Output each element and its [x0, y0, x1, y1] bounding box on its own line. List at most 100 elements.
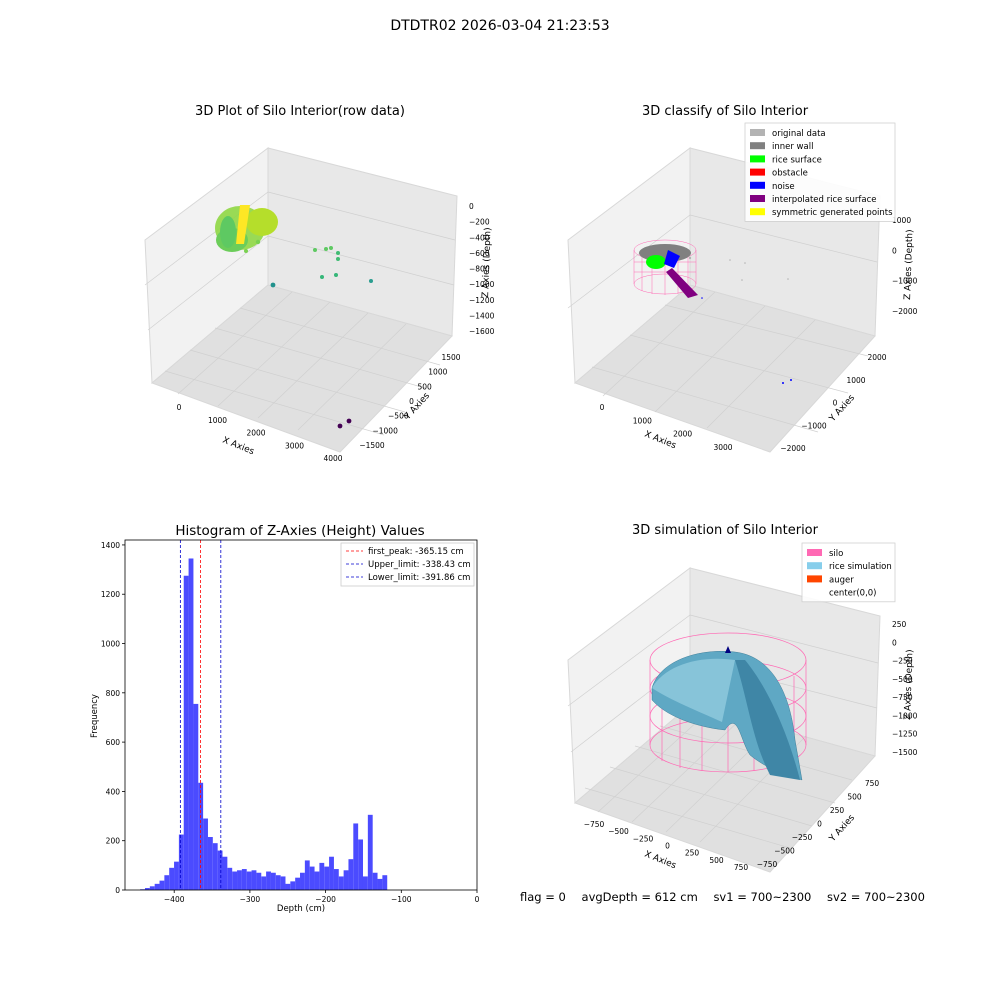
- histogram-bar: [149, 886, 155, 890]
- plot2-grid: [567, 214, 878, 433]
- plot2-legend-swatch: [750, 129, 765, 136]
- plot1-y-tick-label: 0: [409, 397, 414, 406]
- plot2-z-ticks: 1000 0 −1000 −2000: [892, 216, 918, 316]
- plot4-y-tick-label: −750: [757, 860, 778, 869]
- plot4-z-tick-label: 250: [892, 620, 907, 629]
- plot1-z-tick-label: −1400: [469, 311, 495, 320]
- figure-title: DTDTR02 2026-03-04 21:23:53: [390, 18, 610, 34]
- x-tick-label: −300: [240, 895, 261, 904]
- plot1-zlabel: Z Axies (Depth): [481, 227, 493, 298]
- plot2-z-tick-label: 0: [892, 246, 897, 255]
- plot2-legend-swatch: [750, 208, 765, 216]
- x-tick-label: 0: [475, 895, 480, 904]
- plot3-legend-label: Upper_limit: -338.43 cm: [368, 560, 471, 570]
- plot4-y-tick-label: −250: [792, 833, 813, 842]
- histogram-bar: [232, 871, 238, 890]
- plot3-legend: first_peak: -365.15 cm Upper_limit: -338.…: [340, 542, 475, 587]
- histogram-bar: [169, 867, 175, 890]
- plot2-legend-label: noise: [772, 182, 795, 192]
- histogram-bar: [227, 867, 233, 890]
- plot3-xlabel: Depth (cm): [277, 904, 325, 914]
- plot4-legend-label: center(0,0): [829, 589, 877, 599]
- histogram-bar: [367, 814, 373, 890]
- plot2-z-tick-label: −2000: [892, 307, 918, 316]
- histogram-bar: [372, 872, 378, 890]
- plot3-legend-label: Lower_limit: -391.86 cm: [368, 573, 470, 583]
- histogram-bar: [266, 871, 271, 890]
- x-tick-label: −100: [391, 895, 412, 904]
- plot4-ylabel: Y Axies: [827, 813, 857, 845]
- histogram-bar: [174, 861, 179, 890]
- x-tick-label: −400: [164, 895, 185, 904]
- plot4-x-tick-label: −500: [608, 827, 629, 836]
- histogram-bar: [188, 558, 194, 890]
- y-tick-label: 600: [106, 738, 121, 747]
- plot4-legend: silo rice simulation auger center(0,0): [801, 542, 896, 603]
- plot4-z-ticks: 250 0 −250 −500 −750 −1000 −1250 −1500: [892, 620, 918, 757]
- plot4-z-tick-label: −750: [892, 693, 913, 702]
- plot4-x-tick-label: 250: [685, 849, 700, 858]
- plot2-legend-swatch: [750, 168, 765, 176]
- plot2-y-tick-label: 2000: [867, 353, 886, 362]
- histogram-bar: [285, 883, 291, 890]
- histogram-bar: [348, 859, 354, 890]
- histogram-bar: [295, 877, 301, 890]
- plot4-z-tick-label: −1250: [892, 730, 918, 739]
- plot1-grid: [144, 191, 456, 436]
- plot4-legend-swatch: [807, 562, 822, 570]
- plot2-y-tick-label: 0: [833, 399, 838, 408]
- plot1-x-tick-label: 0: [177, 403, 182, 412]
- plot4-title: 3D simulation of Silo Interior: [632, 523, 818, 538]
- histogram-bar: [159, 880, 165, 890]
- plot4-legend-label: rice simulation: [829, 562, 892, 572]
- plot4-z-tick-label: −1000: [892, 711, 918, 720]
- y-tick-label: 800: [106, 689, 121, 698]
- plot2-classified-points: [639, 244, 792, 384]
- histogram-bar: [217, 850, 223, 890]
- plot1-y-tick-label: 1000: [428, 368, 447, 377]
- histogram-bar: [329, 856, 334, 890]
- plot3-y-ticks: 0 200 400 600 800 1000 1200 1400: [101, 541, 125, 895]
- plot1-z-tick-label: −1200: [469, 296, 495, 305]
- plot4-rice-surface: [651, 651, 803, 781]
- plot2-legend-swatch: [750, 181, 765, 189]
- plot1-z-tick-label: −400: [469, 233, 490, 242]
- plot2-x-tick-label: 2000: [673, 430, 692, 439]
- histogram-bar: [164, 875, 170, 890]
- y-tick-label: 0: [115, 886, 120, 895]
- sv2-text: sv2 = 700~2300: [827, 890, 925, 904]
- plot2-z-tick-label: −1000: [892, 277, 918, 286]
- plot1-z-tick-label: −800: [469, 265, 490, 274]
- y-tick-label: 1000: [101, 640, 120, 649]
- plot2-legend-frame: [744, 122, 896, 222]
- plot4-x-tick-label: −250: [633, 834, 654, 843]
- plot3-ylabel: Frequency: [90, 694, 100, 738]
- plot1-z-tick-label: −1000: [469, 280, 495, 289]
- histogram-bar: [338, 876, 344, 890]
- plot4-z-tick-label: −500: [892, 675, 913, 684]
- histogram-bar: [343, 870, 349, 890]
- histogram-bar: [377, 878, 383, 890]
- plot1-y-tick-label: 1500: [441, 353, 460, 362]
- histogram-bar: [270, 872, 276, 890]
- plot1-x-ticks: 0 1000 2000 3000 4000: [177, 403, 343, 463]
- plot2-legend-label: original data: [772, 129, 826, 139]
- plot4-z-tick-label: −250: [892, 657, 913, 666]
- plot1-floor-pane: [151, 284, 453, 453]
- histogram-bar: [300, 872, 305, 890]
- histogram-bar: [362, 876, 368, 890]
- plot2-y-tick-label: 1000: [846, 376, 865, 385]
- histogram-bar: [241, 869, 247, 890]
- plot4-z-tick-label: −1500: [892, 748, 918, 757]
- histogram-bar: [237, 870, 242, 890]
- y-tick-label: 1200: [101, 590, 120, 599]
- plot1-z-tick-label: 0: [469, 202, 474, 211]
- plot4-x-tick-label: −750: [584, 820, 605, 829]
- histogram-bar: [324, 866, 330, 890]
- plot2-y-tick-label: −2000: [780, 444, 806, 453]
- plot4-legend-swatch: [807, 549, 822, 556]
- plot3-bars: [140, 558, 388, 890]
